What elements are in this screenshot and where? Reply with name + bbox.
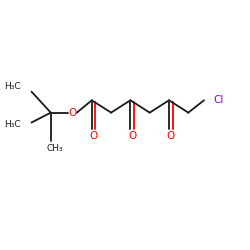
Text: H₃C: H₃C — [4, 120, 21, 130]
Text: H₃C: H₃C — [4, 82, 21, 91]
Text: O: O — [68, 108, 76, 118]
Text: O: O — [166, 131, 175, 141]
Text: O: O — [89, 131, 98, 141]
Text: O: O — [128, 131, 136, 141]
Text: Cl: Cl — [214, 95, 224, 105]
Text: CH₃: CH₃ — [46, 144, 63, 153]
